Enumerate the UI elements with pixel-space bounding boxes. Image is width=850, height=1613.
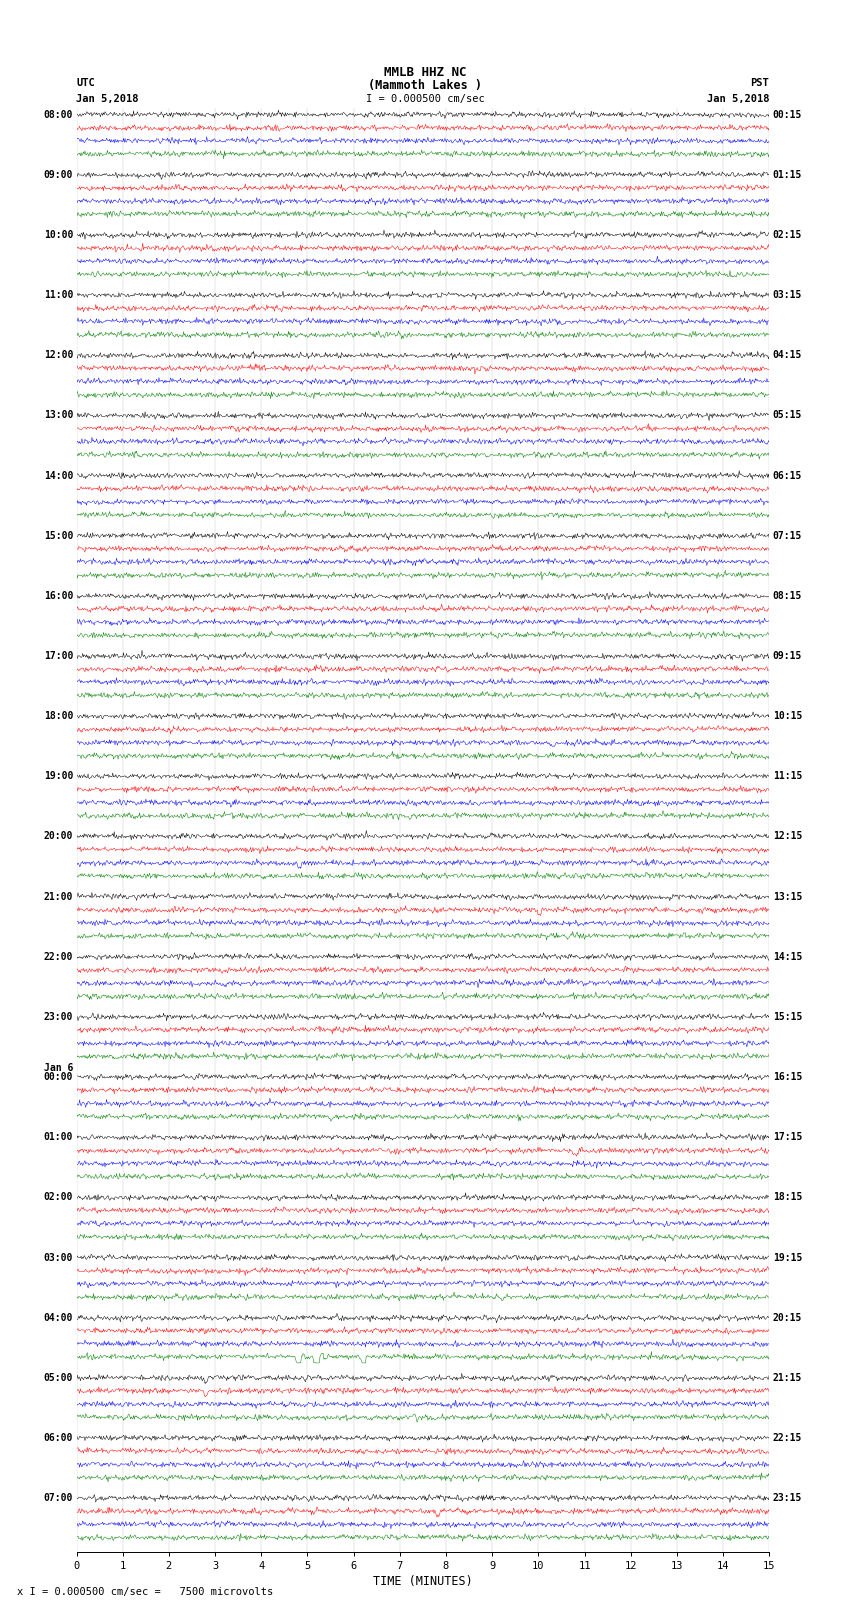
Text: 16:00: 16:00: [43, 590, 73, 602]
Text: 00:15: 00:15: [773, 110, 802, 119]
Text: 03:00: 03:00: [43, 1253, 73, 1263]
Text: (Mammoth Lakes ): (Mammoth Lakes ): [368, 79, 482, 92]
Text: 11:15: 11:15: [773, 771, 802, 781]
Text: 11:00: 11:00: [43, 290, 73, 300]
Text: PST: PST: [751, 77, 769, 87]
Text: 08:00: 08:00: [43, 110, 73, 119]
Text: Jan 5,2018: Jan 5,2018: [76, 94, 139, 105]
X-axis label: TIME (MINUTES): TIME (MINUTES): [373, 1574, 473, 1587]
Text: 22:15: 22:15: [773, 1432, 802, 1444]
Text: UTC: UTC: [76, 77, 95, 87]
Text: 01:00: 01:00: [43, 1132, 73, 1142]
Text: 10:00: 10:00: [43, 231, 73, 240]
Text: 22:00: 22:00: [43, 952, 73, 961]
Text: 10:15: 10:15: [773, 711, 802, 721]
Text: 21:00: 21:00: [43, 892, 73, 902]
Text: 12:15: 12:15: [773, 831, 802, 842]
Text: 09:00: 09:00: [43, 169, 73, 179]
Text: 09:15: 09:15: [773, 652, 802, 661]
Text: 21:15: 21:15: [773, 1373, 802, 1382]
Text: 12:00: 12:00: [43, 350, 73, 360]
Text: 01:15: 01:15: [773, 169, 802, 179]
Text: 04:15: 04:15: [773, 350, 802, 360]
Text: 19:00: 19:00: [43, 771, 73, 781]
Text: 20:00: 20:00: [43, 831, 73, 842]
Text: 04:00: 04:00: [43, 1313, 73, 1323]
Text: 05:15: 05:15: [773, 410, 802, 421]
Text: 23:15: 23:15: [773, 1494, 802, 1503]
Text: 13:15: 13:15: [773, 892, 802, 902]
Text: 00:00: 00:00: [43, 1073, 73, 1082]
Text: 18:15: 18:15: [773, 1192, 802, 1202]
Text: 18:00: 18:00: [43, 711, 73, 721]
Text: 08:15: 08:15: [773, 590, 802, 602]
Text: 16:15: 16:15: [773, 1073, 802, 1082]
Text: 13:00: 13:00: [43, 410, 73, 421]
Text: 07:15: 07:15: [773, 531, 802, 540]
Text: 06:00: 06:00: [43, 1432, 73, 1444]
Text: 02:00: 02:00: [43, 1192, 73, 1202]
Text: 17:00: 17:00: [43, 652, 73, 661]
Text: 15:15: 15:15: [773, 1011, 802, 1023]
Text: Jan 6: Jan 6: [43, 1063, 73, 1073]
Text: 07:00: 07:00: [43, 1494, 73, 1503]
Text: I = 0.000500 cm/sec: I = 0.000500 cm/sec: [366, 94, 484, 105]
Text: 05:00: 05:00: [43, 1373, 73, 1382]
Text: 03:15: 03:15: [773, 290, 802, 300]
Text: 17:15: 17:15: [773, 1132, 802, 1142]
Text: 02:15: 02:15: [773, 231, 802, 240]
Text: x I = 0.000500 cm/sec =   7500 microvolts: x I = 0.000500 cm/sec = 7500 microvolts: [17, 1587, 273, 1597]
Text: 14:00: 14:00: [43, 471, 73, 481]
Text: 23:00: 23:00: [43, 1011, 73, 1023]
Text: MMLB HHZ NC: MMLB HHZ NC: [383, 66, 467, 79]
Text: 19:15: 19:15: [773, 1253, 802, 1263]
Text: 06:15: 06:15: [773, 471, 802, 481]
Text: 14:15: 14:15: [773, 952, 802, 961]
Text: Jan 5,2018: Jan 5,2018: [706, 94, 769, 105]
Text: 15:00: 15:00: [43, 531, 73, 540]
Text: 20:15: 20:15: [773, 1313, 802, 1323]
